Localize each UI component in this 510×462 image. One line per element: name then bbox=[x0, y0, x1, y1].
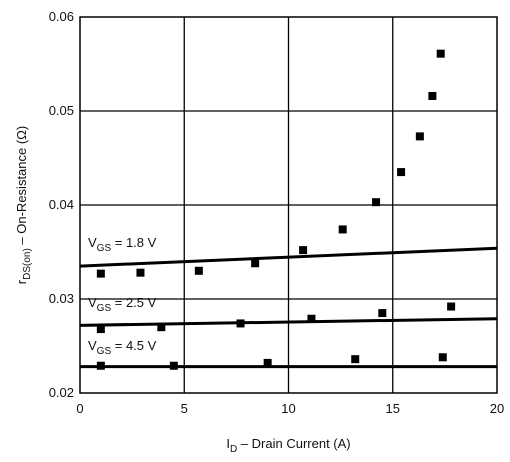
data-point bbox=[263, 358, 272, 367]
series-annotation-3: VGS = 4.5 V bbox=[88, 338, 157, 357]
y-tick-label: 0.03 bbox=[49, 291, 74, 306]
data-point bbox=[415, 132, 424, 141]
x-axis-title-rest: – Drain Current (A) bbox=[237, 436, 350, 451]
annotation-sub: GS bbox=[97, 303, 112, 314]
y-axis-title: rDS(on) – On-Resistance (Ω) bbox=[14, 126, 33, 284]
data-point bbox=[96, 269, 105, 278]
x-tick-label: 15 bbox=[386, 401, 400, 416]
data-point bbox=[428, 91, 437, 100]
series-line-2 bbox=[79, 317, 498, 327]
data-point bbox=[447, 302, 456, 311]
data-point bbox=[96, 361, 105, 370]
y-axis-title-rest: – On-Resistance (Ω) bbox=[14, 126, 29, 248]
y-tick-labels: 0.02 0.03 0.04 0.05 0.06 bbox=[49, 9, 74, 400]
plot-frame bbox=[79, 16, 498, 394]
annotation-main: V bbox=[88, 295, 97, 310]
series-line-1 bbox=[79, 246, 498, 268]
data-point bbox=[236, 319, 245, 328]
y-axis-title-sub: DS(on) bbox=[22, 248, 33, 280]
y-tick-label: 0.06 bbox=[49, 9, 74, 24]
data-point bbox=[397, 168, 406, 177]
x-tick-label: 0 bbox=[76, 401, 83, 416]
data-point bbox=[169, 361, 178, 370]
x-axis-title-main: I bbox=[226, 436, 230, 451]
y-tick-label: 0.05 bbox=[49, 103, 74, 118]
data-point bbox=[157, 323, 166, 332]
x-axis-title-sub: D bbox=[230, 444, 237, 455]
grid-lines bbox=[80, 17, 497, 393]
series-annotation-1: VGS = 1.8 V bbox=[88, 235, 157, 254]
data-point bbox=[351, 355, 360, 364]
data-point bbox=[96, 325, 105, 334]
data-point bbox=[378, 309, 387, 318]
annotation-rest: = 1.8 V bbox=[111, 235, 156, 250]
annotation-sub: GS bbox=[97, 243, 112, 254]
data-point bbox=[372, 198, 381, 207]
x-tick-label: 10 bbox=[281, 401, 295, 416]
x-tick-labels: 0 5 10 15 20 bbox=[76, 401, 504, 416]
y-axis-title-main: r bbox=[14, 279, 29, 284]
y-tick-label: 0.02 bbox=[49, 385, 74, 400]
annotation-rest: = 2.5 V bbox=[111, 295, 156, 310]
data-point bbox=[438, 353, 447, 362]
data-point bbox=[136, 268, 145, 277]
x-tick-label: 5 bbox=[181, 401, 188, 416]
x-tick-label: 20 bbox=[490, 401, 504, 416]
annotation-sub: GS bbox=[97, 346, 112, 357]
series-points bbox=[96, 49, 456, 370]
series-annotation-2: VGS = 2.5 V bbox=[88, 295, 157, 314]
series-lines bbox=[79, 246, 498, 369]
data-point bbox=[194, 266, 203, 275]
data-point bbox=[338, 225, 347, 234]
x-axis-title: ID – Drain Current (A) bbox=[226, 436, 350, 455]
data-point bbox=[307, 314, 316, 323]
data-point bbox=[299, 246, 308, 255]
y-tick-label: 0.04 bbox=[49, 197, 74, 212]
annotation-main: V bbox=[88, 338, 97, 353]
data-point bbox=[436, 49, 445, 58]
annotation-rest: = 4.5 V bbox=[111, 338, 156, 353]
annotation-main: V bbox=[88, 235, 97, 250]
data-point bbox=[251, 259, 260, 268]
